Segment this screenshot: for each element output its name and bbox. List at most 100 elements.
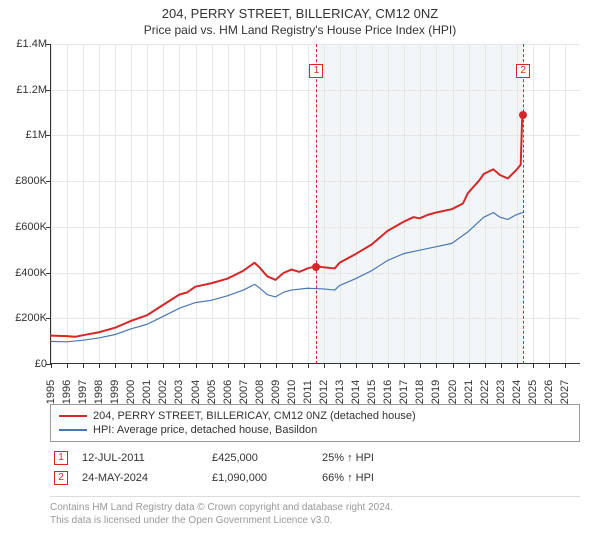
xtick: [453, 363, 454, 368]
ylabel: £200K: [5, 312, 47, 324]
xtick: [83, 363, 84, 368]
series-line: [51, 115, 522, 337]
ylabel: £800K: [5, 175, 47, 187]
legend-label: HPI: Average price, detached house, Basi…: [93, 424, 317, 436]
sales-badge: 1: [54, 451, 68, 465]
xtick: [533, 363, 534, 368]
xtick: [179, 363, 180, 368]
xtick: [212, 363, 213, 368]
xlabel: 2025: [527, 380, 539, 404]
xtick: [115, 363, 116, 368]
ylabel: £1M: [5, 129, 47, 141]
sales-table: 112-JUL-2011£425,00025% ↑ HPI224-MAY-202…: [50, 448, 580, 488]
xlabel: 2000: [125, 380, 137, 404]
xtick: [147, 363, 148, 368]
xtick: [420, 363, 421, 368]
xlabel: 2014: [350, 380, 362, 404]
sales-badge: 2: [54, 471, 68, 485]
xlabel: 2010: [286, 380, 298, 404]
ylabel: £1.4M: [5, 38, 47, 50]
xtick: [517, 363, 518, 368]
xtick: [99, 363, 100, 368]
credits: Contains HM Land Registry data © Crown c…: [50, 496, 580, 527]
ylabel: £1.2M: [5, 84, 47, 96]
chart-title: 204, PERRY STREET, BILLERICAY, CM12 0NZ: [0, 0, 600, 21]
xtick: [292, 363, 293, 368]
xtick: [324, 363, 325, 368]
xlabel: 2016: [382, 380, 394, 404]
xlabel: 2003: [173, 380, 185, 404]
xtick: [244, 363, 245, 368]
ylabel: £400K: [5, 267, 47, 279]
xlabel: 2009: [270, 380, 282, 404]
xlabel: 2022: [479, 380, 491, 404]
xtick: [196, 363, 197, 368]
xtick: [228, 363, 229, 368]
xlabel: 2023: [495, 380, 507, 404]
credits-line: This data is licensed under the Open Gov…: [50, 514, 580, 527]
xlabel: 2018: [414, 380, 426, 404]
xtick: [501, 363, 502, 368]
xlabel: 2017: [398, 380, 410, 404]
xlabel: 2012: [318, 380, 330, 404]
xlabel: 2001: [141, 380, 153, 404]
xlabel: 2006: [222, 380, 234, 404]
xlabel: 2026: [543, 380, 555, 404]
xtick: [436, 363, 437, 368]
chart-legend: 204, PERRY STREET, BILLERICAY, CM12 0NZ …: [50, 404, 580, 442]
sales-price: £1,090,000: [212, 472, 322, 484]
xtick: [340, 363, 341, 368]
xlabel: 1997: [77, 380, 89, 404]
chart-plot-area: £0£200K£400K£600K£800K£1M£1.2M£1.4M19951…: [50, 44, 580, 364]
xlabel: 2002: [157, 380, 169, 404]
xtick: [388, 363, 389, 368]
xtick: [469, 363, 470, 368]
sale-marker-line: [316, 44, 317, 364]
xlabel: 2015: [366, 380, 378, 404]
sales-delta: 25% ↑ HPI: [322, 452, 432, 464]
chart-subtitle: Price paid vs. HM Land Registry's House …: [0, 21, 600, 37]
sale-marker-dot: [519, 111, 527, 119]
xtick: [356, 363, 357, 368]
xtick: [308, 363, 309, 368]
xtick: [131, 363, 132, 368]
xlabel: 2013: [334, 380, 346, 404]
xlabel: 2007: [238, 380, 250, 404]
xtick: [549, 363, 550, 368]
xlabel: 2011: [302, 380, 314, 404]
xtick: [485, 363, 486, 368]
sales-date: 24-MAY-2024: [82, 472, 212, 484]
legend-swatch: [59, 415, 87, 417]
legend-label: 204, PERRY STREET, BILLERICAY, CM12 0NZ …: [93, 410, 416, 422]
sale-marker-badge: 1: [309, 64, 323, 78]
xtick: [372, 363, 373, 368]
xlabel: 2024: [511, 380, 523, 404]
legend-item: HPI: Average price, detached house, Basi…: [59, 423, 571, 437]
sale-marker-line: [523, 44, 524, 364]
xlabel: 1995: [45, 380, 57, 404]
legend-item: 204, PERRY STREET, BILLERICAY, CM12 0NZ …: [59, 409, 571, 423]
xlabel: 2027: [559, 380, 571, 404]
ylabel: £600K: [5, 221, 47, 233]
xlabel: 2019: [430, 380, 442, 404]
xlabel: 1996: [61, 380, 73, 404]
sales-row: 112-JUL-2011£425,00025% ↑ HPI: [50, 448, 580, 468]
ylabel: £0: [5, 358, 47, 370]
legend-swatch: [59, 429, 87, 431]
xtick: [565, 363, 566, 368]
xtick: [404, 363, 405, 368]
sale-marker-badge: 2: [516, 64, 530, 78]
sales-price: £425,000: [212, 452, 322, 464]
sales-row: 2 24-MAY-2024£1,090,00066% ↑ HPI: [50, 468, 580, 488]
xlabel: 2008: [254, 380, 266, 404]
xlabel: 2005: [206, 380, 218, 404]
xtick: [276, 363, 277, 368]
xlabel: 2004: [190, 380, 202, 404]
xlabel: 2021: [463, 380, 475, 404]
credits-line: Contains HM Land Registry data © Crown c…: [50, 501, 580, 514]
xtick: [260, 363, 261, 368]
xtick: [51, 363, 52, 368]
sales-delta: 66% ↑ HPI: [322, 472, 432, 484]
xtick: [67, 363, 68, 368]
xtick: [163, 363, 164, 368]
